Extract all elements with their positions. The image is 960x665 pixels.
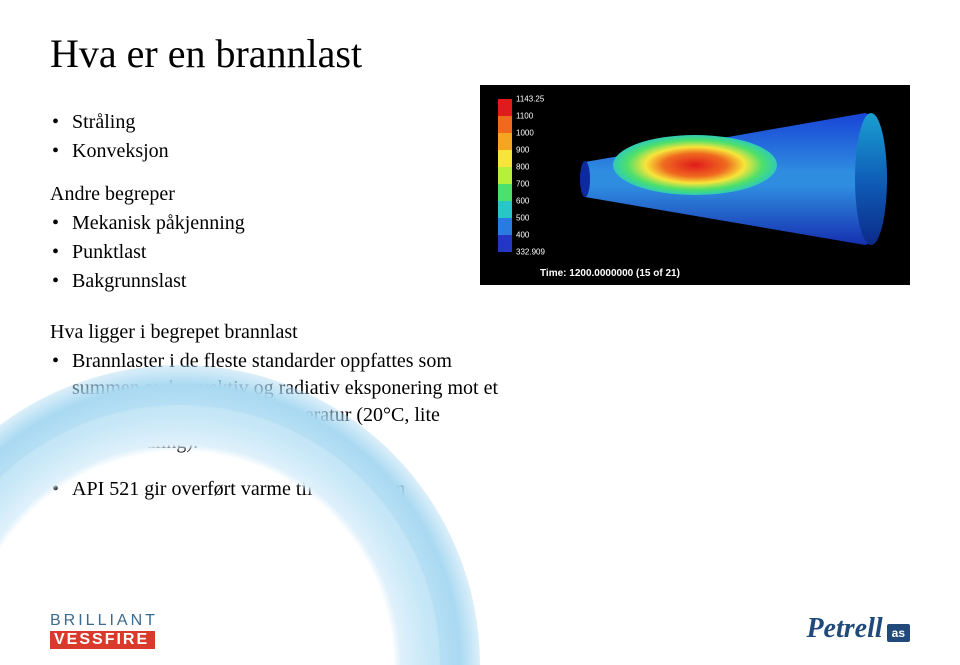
colorbar-tick: 1100: [516, 112, 533, 121]
colorbar-swatch: [498, 201, 512, 218]
list-item: Konveksjon: [50, 138, 500, 165]
list-item: API 521 gir overført varme til veskefase…: [50, 476, 500, 503]
section-label: Hva ligger i begrepet brannlast: [50, 321, 500, 344]
colorbar-tick: 600: [516, 197, 529, 206]
logo-text: Petrell: [806, 613, 882, 645]
colorbar-tick: 1000: [516, 129, 534, 138]
colorbar-swatch: [498, 235, 512, 252]
logo-brilliant-vessfire: BRILLIANT VESSFIRE: [50, 613, 158, 649]
list-item: Brannlaster i de fleste standarder oppfa…: [50, 348, 500, 456]
figure-caption: Time: 1200.0000000 (15 of 21): [540, 268, 680, 279]
colorbar-tick: 800: [516, 163, 529, 172]
colorbar-swatch: [498, 116, 512, 133]
list-item: Mekanisk påkjenning: [50, 210, 500, 237]
logo-text: BRILLIANT: [50, 613, 158, 629]
colorbar-tick: 900: [516, 146, 529, 155]
bullet-list-1: Stråling Konveksjon: [50, 109, 500, 165]
logo-petrell: Petrell as: [806, 613, 910, 645]
list-item: Punktlast: [50, 239, 500, 266]
colorbar-swatch: [498, 218, 512, 235]
colorbar-tick: 400: [516, 231, 529, 240]
list-item: Bakgrunnslast: [50, 268, 500, 295]
page-title: Hva er en brannlast: [50, 30, 910, 77]
colorbar: 1143.2511001000900800700600500400332.909: [498, 99, 538, 252]
colorbar-tick: 700: [516, 180, 529, 189]
colorbar-swatch: [498, 99, 512, 116]
section-label: Andre begreper: [50, 183, 500, 206]
logo-text: VESSFIRE: [50, 631, 155, 649]
list-item: Stråling: [50, 109, 500, 136]
colorbar-tick: 1143.25: [516, 95, 544, 104]
colorbar-swatch: [498, 184, 512, 201]
colorbar-tick: 500: [516, 214, 529, 223]
bullet-list-2: Mekanisk påkjenning Punktlast Bakgrunnsl…: [50, 210, 500, 295]
colorbar-swatch: [498, 150, 512, 167]
colorbar-tick: 332.909: [516, 248, 545, 257]
bullet-list-3: Brannlaster i de fleste standarder oppfa…: [50, 348, 500, 456]
left-column: Stråling Konveksjon Andre begreper Mekan…: [50, 107, 500, 505]
bullet-list-3b: API 521 gir overført varme til veskefase…: [50, 476, 500, 503]
colorbar-swatch: [498, 133, 512, 150]
simulation-figure: 1143.25 1100 1000 900 800 700 600 500 400 332.909: [480, 85, 910, 285]
slide: Hva er en brannlast Stråling Konveksjon …: [0, 0, 960, 665]
colorbar-swatches: [498, 99, 512, 252]
colorbar-swatch: [498, 167, 512, 184]
logo-badge: as: [887, 624, 910, 642]
heat-render: [575, 107, 890, 252]
